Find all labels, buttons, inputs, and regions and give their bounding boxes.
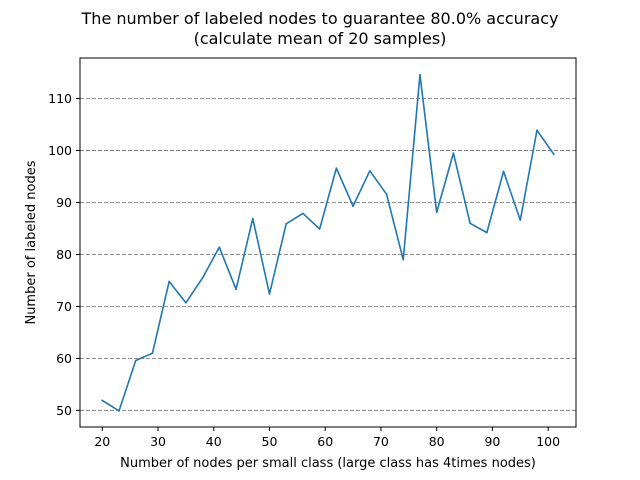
data-point-62 [335,167,338,169]
x-tick-label-90: 90 [484,434,500,449]
data-point-44 [235,288,237,291]
data-point-71 [385,193,388,195]
data-point-26 [134,359,137,362]
y-tick-label-70: 70 [56,299,72,314]
x-tick-label-50: 50 [262,434,278,449]
gridlines [80,98,576,411]
y-tick-label-90: 90 [56,195,72,210]
y-tick-label-80: 80 [56,247,72,262]
x-tick-label-100: 100 [536,434,560,449]
data-point-32 [168,280,170,283]
data-point-98 [536,129,538,132]
data-point-89 [486,231,488,234]
x-axis-ticks: 20 30 40 50 60 70 80 90 100 [94,427,560,449]
x-axis-label: Number of nodes per small class (large c… [120,456,536,471]
x-tick-label-60: 60 [317,434,333,449]
data-point-92 [502,170,505,173]
x-tick-label-70: 70 [373,434,389,449]
y-tick-label-50: 50 [56,403,72,418]
data-point-65 [352,205,354,207]
data-point-50 [268,293,271,295]
data-point-53 [285,222,288,225]
data-point-101 [552,153,555,155]
series-line [101,73,555,412]
data-point-86 [469,222,471,225]
data-point-20 [101,399,104,402]
series-layer [101,73,555,412]
data-point-80 [435,211,438,214]
data-point-95 [519,219,522,221]
data-point-29 [151,352,154,355]
x-tick-label-20: 20 [94,434,110,449]
y-axis-ticks: 50 60 70 80 90 100 110 [48,91,80,418]
data-point-35 [185,301,187,304]
y-axis-label: Number of labeled nodes [24,160,39,324]
data-point-83 [452,152,455,154]
y-tick-label-110: 110 [48,91,72,106]
x-tick-label-30: 30 [150,434,166,449]
data-point-38 [201,277,204,279]
y-tick-label-100: 100 [48,143,72,158]
data-point-68 [369,169,371,172]
data-point-56 [302,212,304,215]
y-tick-label-60: 60 [56,351,72,366]
x-tick-label-40: 40 [206,434,222,449]
plot-frame [79,57,577,428]
data-point-41 [218,246,221,248]
data-point-77 [419,73,421,76]
data-point-74 [402,258,405,261]
chart-title-line2: (calculate mean of 20 samples) [194,29,447,48]
data-point-47 [251,217,254,220]
x-tick-label-80: 80 [429,434,445,449]
data-point-23 [118,410,120,412]
data-point-59 [318,228,321,230]
chart-title-line1: The number of labeled nodes to guarantee… [81,9,559,28]
